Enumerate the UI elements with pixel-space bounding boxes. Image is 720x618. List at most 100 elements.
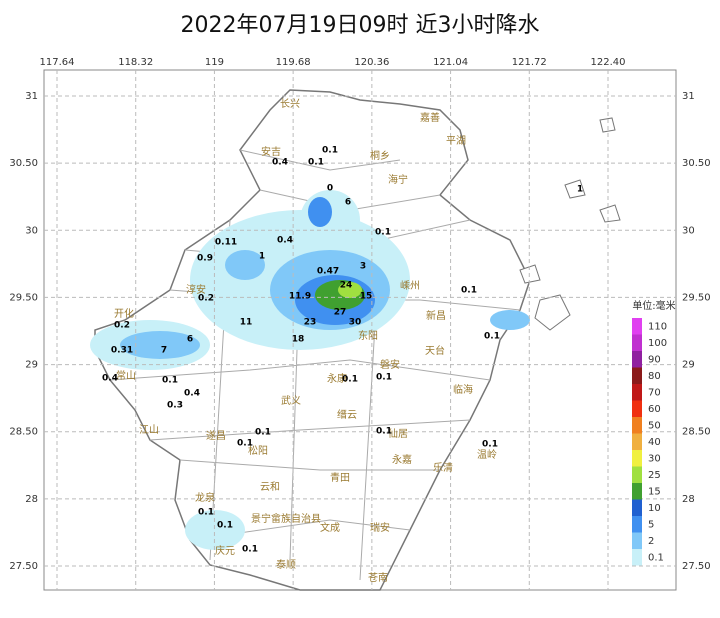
place-label: 永康 bbox=[327, 372, 347, 385]
place-label: 永嘉 bbox=[392, 453, 412, 466]
station-value: 18 bbox=[292, 335, 305, 345]
lat-tick-label: 31 bbox=[25, 91, 38, 102]
place-label: 云和 bbox=[260, 481, 280, 493]
station-value: 7 bbox=[161, 346, 167, 356]
legend-swatch bbox=[632, 351, 642, 368]
station-value: 0.1 bbox=[242, 545, 258, 555]
legend-swatch bbox=[632, 516, 642, 533]
lat-tick-label: 28 bbox=[25, 494, 38, 505]
legend-label: 2 bbox=[648, 536, 654, 547]
legend-label: 30 bbox=[648, 453, 661, 464]
station-value: 24 bbox=[340, 281, 353, 291]
lat-tick-label: 31 bbox=[682, 91, 695, 102]
place-label: 长兴 bbox=[280, 98, 300, 110]
legend-swatch bbox=[632, 450, 642, 467]
legend-label: 100 bbox=[648, 338, 667, 349]
lat-tick-label: 28.50 bbox=[9, 427, 38, 438]
station-value: 0.11 bbox=[215, 238, 237, 248]
legend-label: 110 bbox=[648, 321, 667, 332]
station-value: 0.4 bbox=[277, 236, 293, 246]
lat-tick-label: 29.50 bbox=[682, 292, 711, 303]
place-label: 松阳 bbox=[248, 444, 268, 457]
station-value: 0.1 bbox=[484, 332, 500, 342]
place-label: 文成 bbox=[320, 521, 340, 534]
lat-tick-label: 28 bbox=[682, 494, 695, 505]
place-label: 武义 bbox=[281, 394, 301, 407]
title: 2022年07月19日09时 近3小时降水 bbox=[181, 13, 540, 38]
station-value: 0.1 bbox=[308, 158, 324, 168]
place-label: 苍南 bbox=[368, 571, 388, 584]
place-label: 青田 bbox=[330, 471, 350, 484]
station-value: 0.2 bbox=[198, 294, 214, 304]
rain-area bbox=[90, 190, 530, 550]
station-value: 3 bbox=[360, 262, 366, 272]
station-value: 0.47 bbox=[317, 267, 339, 277]
station-value: 27 bbox=[334, 308, 347, 318]
legend-label: 15 bbox=[648, 486, 661, 497]
place-label: 遂昌 bbox=[206, 429, 226, 442]
lat-tick-label: 30.50 bbox=[9, 158, 38, 169]
station-value: 11 bbox=[240, 318, 253, 328]
place-label: 开化 bbox=[114, 307, 134, 320]
legend-swatch bbox=[632, 384, 642, 401]
station-value: 0.1 bbox=[375, 228, 391, 238]
lat-tick-label: 29 bbox=[25, 360, 38, 371]
place-label: 淳安 bbox=[186, 283, 206, 296]
legend-swatch bbox=[632, 367, 642, 384]
lat-tick-label: 29.50 bbox=[9, 292, 38, 303]
station-value: 1 bbox=[259, 252, 265, 262]
place-label: 海宁 bbox=[388, 173, 408, 186]
station-value: 0.1 bbox=[322, 146, 338, 156]
station-value: 0.4 bbox=[102, 374, 118, 384]
station-value: 6 bbox=[187, 335, 193, 345]
station-value: 0.3 bbox=[167, 401, 183, 411]
lon-tick-label: 122.40 bbox=[591, 57, 626, 68]
station-value: 0.1 bbox=[237, 439, 253, 449]
legend-title: 单位:毫米 bbox=[632, 299, 675, 312]
place-label: 庆元 bbox=[215, 544, 235, 557]
place-label: 天台 bbox=[425, 344, 445, 357]
place-label: 东阳 bbox=[358, 329, 378, 342]
legend-swatch bbox=[632, 466, 642, 483]
place-label: 临海 bbox=[453, 383, 473, 396]
lat-tick-label: 30 bbox=[25, 225, 38, 236]
station-value: 11.9 bbox=[289, 292, 311, 302]
lat-tick-label: 28.50 bbox=[682, 427, 711, 438]
legend-label: 50 bbox=[648, 420, 661, 431]
place-label: 温岭 bbox=[477, 448, 497, 461]
lat-tick-label: 27.50 bbox=[9, 561, 38, 572]
place-label: 嘉善 bbox=[420, 111, 440, 124]
legend-label: 25 bbox=[648, 470, 661, 481]
place-label: 嵊州 bbox=[400, 279, 420, 292]
legend-swatch bbox=[632, 499, 642, 516]
station-value: 0.1 bbox=[217, 521, 233, 531]
station-value: 0.1 bbox=[376, 427, 392, 437]
station-value: 0 bbox=[327, 184, 333, 194]
legend-swatch bbox=[632, 483, 642, 500]
place-label: 磐安 bbox=[380, 358, 400, 371]
place-label: 缙云 bbox=[337, 408, 357, 421]
place-label: 江山 bbox=[139, 424, 159, 436]
station-value: 0.4 bbox=[184, 389, 200, 399]
place-label: 安吉 bbox=[261, 145, 281, 158]
legend-label: 10 bbox=[648, 503, 661, 514]
legend-swatch bbox=[632, 433, 642, 450]
station-value: 23 bbox=[304, 318, 317, 328]
place-label: 景宁畲族自治县 bbox=[251, 512, 321, 525]
legend-label: 40 bbox=[648, 437, 661, 448]
station-value: 0.4 bbox=[272, 158, 288, 168]
lon-tick-label: 117.64 bbox=[40, 57, 75, 68]
place-label: 龙泉 bbox=[195, 491, 215, 504]
legend-label: 60 bbox=[648, 404, 661, 415]
station-value: 15 bbox=[360, 292, 373, 302]
place-label: 平湖 bbox=[446, 135, 466, 147]
place-label: 乐清 bbox=[433, 461, 453, 474]
station-value: 0.9 bbox=[197, 254, 213, 264]
lon-tick-label: 121.04 bbox=[433, 57, 468, 68]
place-label: 瑞安 bbox=[370, 521, 390, 534]
legend-swatch bbox=[632, 334, 642, 351]
station-value: 0.1 bbox=[376, 373, 392, 383]
legend-label: 70 bbox=[648, 387, 661, 398]
lon-tick-label: 119 bbox=[205, 57, 224, 68]
legend-label: 0.1 bbox=[648, 552, 664, 563]
